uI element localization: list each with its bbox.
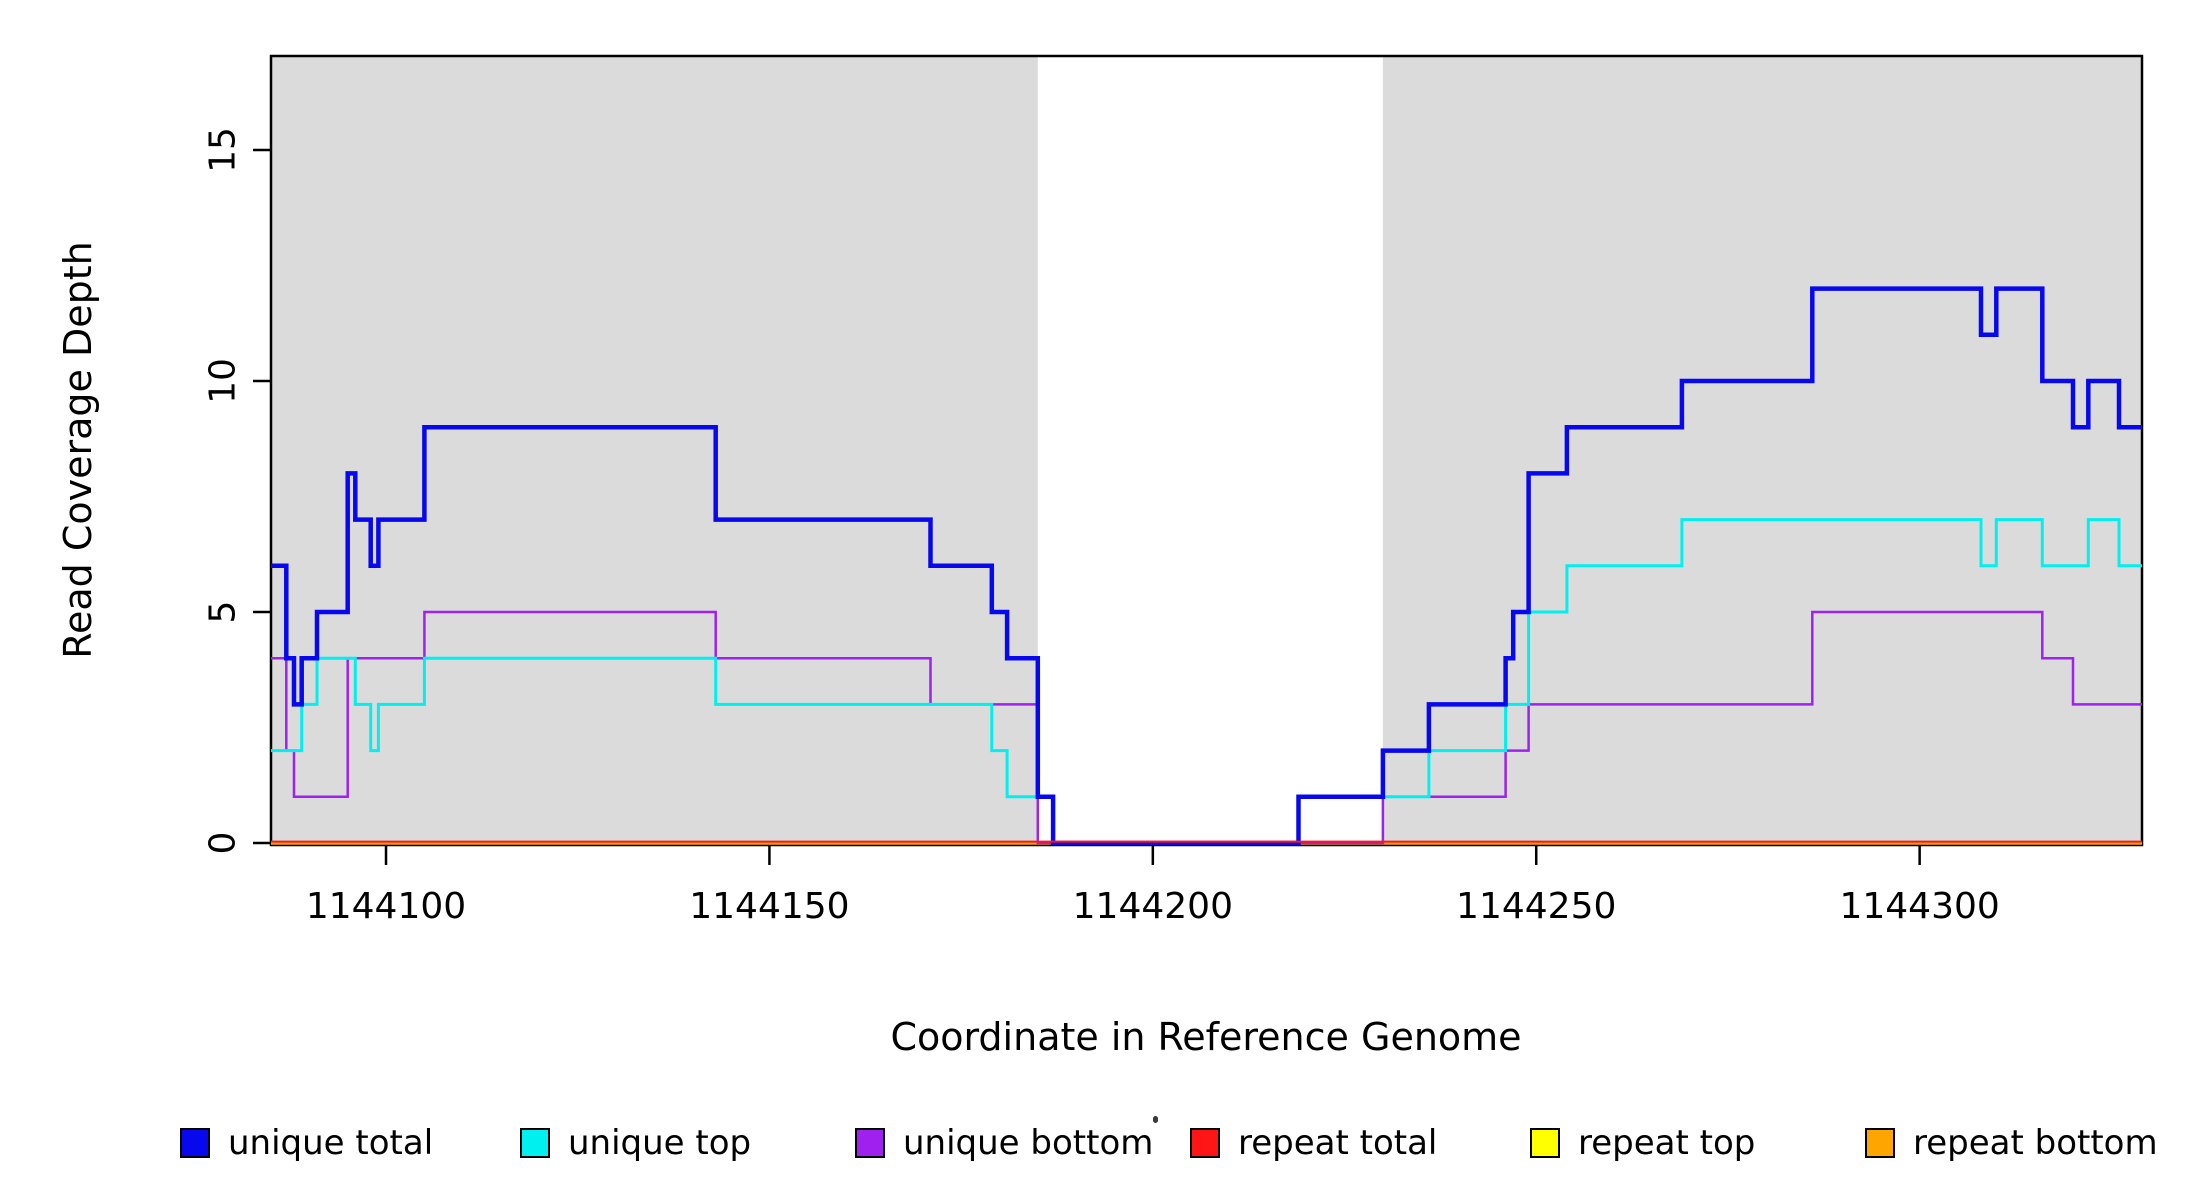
legend-label: repeat top <box>1578 1123 1756 1163</box>
legend-item-repeat-total: repeat total <box>1190 1123 1437 1163</box>
y-tick-label-10: 10 <box>203 358 244 404</box>
legend-swatch-icon-unique-total <box>180 1128 210 1158</box>
legend-label: repeat total <box>1238 1123 1438 1163</box>
x-tick-label-1144250: 1144250 <box>1456 886 1616 927</box>
y-tick-label-0: 0 <box>203 832 244 855</box>
x-tick-label-1144200: 1144200 <box>1073 886 1233 927</box>
legend-label: repeat bottom <box>1913 1123 2158 1163</box>
legend-swatch-icon-repeat-top <box>1530 1128 1560 1158</box>
y-tick-label-15: 15 <box>203 127 244 173</box>
shaded-region-0 <box>271 56 1038 845</box>
legend-swatch-icon-repeat-total <box>1190 1128 1220 1158</box>
legend-item-unique-total: unique total <box>180 1123 433 1163</box>
series-line-unique-total <box>271 286 2142 846</box>
shaded-region-1 <box>1382 56 2142 845</box>
legend-item-unique-bottom: unique bottom <box>855 1123 1153 1163</box>
x-tick-label-1144150: 1144150 <box>689 886 849 927</box>
y-tick-label-5: 5 <box>203 601 244 624</box>
legend-label: unique bottom <box>903 1123 1154 1163</box>
legend-swatch-icon-unique-bottom <box>855 1128 885 1158</box>
legend-label: unique top <box>568 1123 752 1163</box>
x-tick-label-1144100: 1144100 <box>306 886 466 927</box>
legend-item-repeat-bottom: repeat bottom <box>1865 1123 2158 1163</box>
x-tick-label-1144300: 1144300 <box>1839 886 1999 927</box>
legend-item-repeat-top: repeat top <box>1530 1123 1755 1163</box>
legend-label: unique total <box>228 1123 434 1163</box>
x-axis-label: Coordinate in Reference Genome <box>890 1015 1522 1059</box>
legend-swatch-icon-repeat-bottom <box>1865 1128 1895 1158</box>
legend-item-unique-top: unique top <box>520 1123 751 1163</box>
legend-swatch-icon-unique-top <box>520 1128 550 1158</box>
stray-dot <box>1153 1116 1158 1123</box>
y-axis-label: Read Coverage Depth <box>56 241 100 659</box>
